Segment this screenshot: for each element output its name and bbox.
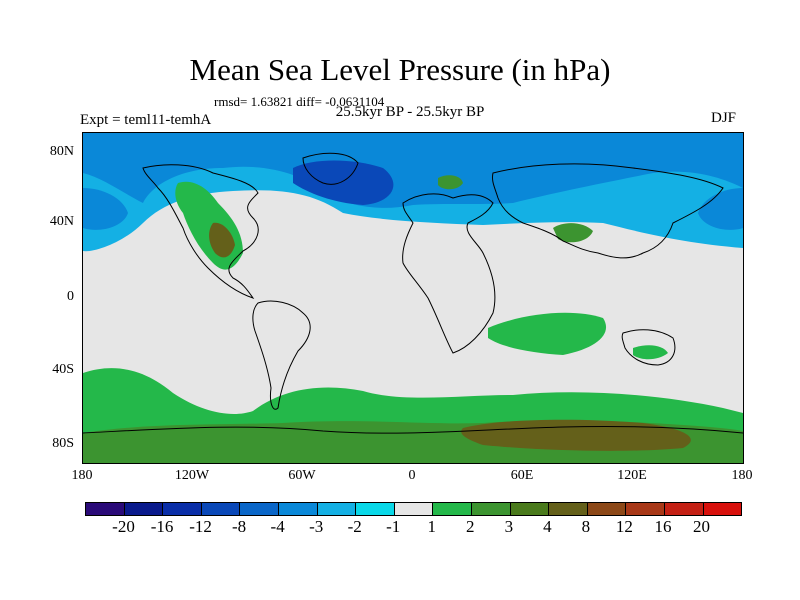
australia-high bbox=[633, 345, 668, 360]
colorbar-label: 2 bbox=[466, 517, 475, 536]
colorbar-box-5 bbox=[278, 503, 318, 515]
colorbar-label: -16 bbox=[150, 517, 174, 536]
colorbar-label: -1 bbox=[386, 517, 401, 536]
colorbar-label: 4 bbox=[543, 517, 552, 536]
colorbar-label: -4 bbox=[270, 517, 285, 536]
colorbar-box-16 bbox=[703, 503, 742, 515]
colorbar-box-10 bbox=[471, 503, 511, 515]
europe-high bbox=[438, 175, 463, 190]
colorbar-box-9 bbox=[433, 503, 472, 515]
europe-africa-coast bbox=[402, 193, 496, 354]
colorbar-box-11 bbox=[510, 503, 550, 515]
colorbar-box-13 bbox=[587, 503, 627, 515]
colorbar-box-0 bbox=[86, 503, 125, 515]
season-label: DJF bbox=[711, 110, 737, 126]
map-canvas bbox=[83, 133, 743, 463]
colorbar-box-14 bbox=[626, 503, 665, 515]
antarctic-core bbox=[461, 419, 691, 451]
pacific-low-left bbox=[83, 188, 128, 230]
southern-ocean-high bbox=[488, 312, 607, 355]
colorbar-label: -20 bbox=[112, 517, 135, 536]
coastlines bbox=[83, 152, 743, 434]
colorbar-box-4 bbox=[240, 503, 279, 515]
lon-label-60e: 60E bbox=[510, 468, 534, 483]
map-title: Mean Sea Level Pressure (in hPa) bbox=[189, 52, 611, 87]
colorbar-box-12 bbox=[549, 503, 588, 515]
map-plot bbox=[82, 132, 744, 464]
colorbar-label: 12 bbox=[615, 517, 633, 536]
pacific-low-right bbox=[698, 188, 743, 230]
lat-label-0: 0 bbox=[67, 289, 74, 304]
greenland-coast bbox=[302, 152, 359, 185]
stats-text: rmsd= 1.63821 diff= -0.0631104 bbox=[214, 94, 385, 109]
lat-label-80s: 80S bbox=[52, 436, 74, 451]
antarctica-coast bbox=[83, 425, 743, 434]
experiment-label: Expt = teml11-temhA bbox=[80, 112, 212, 128]
lon-label-60w: 60W bbox=[288, 468, 316, 483]
lon-label-120e: 120E bbox=[617, 468, 647, 483]
australia-coast bbox=[621, 329, 676, 366]
lat-label-80n: 80N bbox=[49, 144, 74, 159]
colorbar-label: -8 bbox=[232, 517, 247, 536]
colorbar-box-1 bbox=[124, 503, 164, 515]
positive-anomaly-fields bbox=[83, 175, 743, 463]
lat-label-40s: 40S bbox=[52, 362, 74, 377]
asia-coast bbox=[492, 163, 724, 259]
lon-label-0: 0 bbox=[408, 468, 416, 483]
north-america-coast bbox=[142, 164, 259, 299]
lon-label-180e: 180 bbox=[731, 468, 753, 483]
lon-label-180w: 180 bbox=[71, 468, 93, 483]
colorbar bbox=[85, 502, 742, 516]
colorbar-label: 1 bbox=[427, 517, 437, 536]
colorbar-label: -3 bbox=[309, 517, 324, 536]
colorbar-label: 20 bbox=[692, 517, 710, 536]
period-text: 25.5kyr BP - 25.5kyr BP bbox=[335, 104, 485, 120]
colorbar-label: 8 bbox=[581, 517, 591, 536]
colorbar-label: -12 bbox=[189, 517, 212, 536]
colorbar-label: 16 bbox=[654, 517, 672, 536]
colorbar-label: -2 bbox=[347, 517, 362, 536]
asia-high bbox=[553, 223, 593, 243]
colorbar-box-6 bbox=[317, 503, 357, 515]
colorbar-box-3 bbox=[201, 503, 241, 515]
north-america-high-core bbox=[209, 222, 235, 258]
lat-label-40n: 40N bbox=[49, 214, 74, 229]
south-america-coast bbox=[252, 300, 311, 410]
colorbar-box-8 bbox=[394, 503, 434, 515]
lon-label-120w: 120W bbox=[174, 468, 210, 483]
arctic-low-mid bbox=[83, 133, 743, 208]
north-america-high bbox=[175, 181, 243, 270]
colorbar-box-2 bbox=[163, 503, 202, 515]
negative-anomaly-fields bbox=[83, 133, 743, 252]
atlantic-low-strong bbox=[293, 160, 394, 205]
colorbar-box-7 bbox=[356, 503, 395, 515]
colorbar-box-15 bbox=[664, 503, 704, 515]
colorbar-label: 3 bbox=[504, 517, 514, 536]
